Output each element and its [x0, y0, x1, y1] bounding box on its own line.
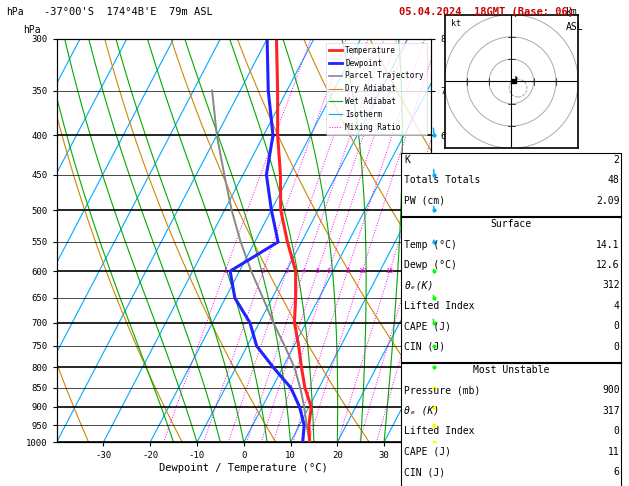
Text: 312: 312: [602, 280, 620, 291]
Text: θₑ(K): θₑ(K): [404, 280, 434, 291]
Text: kt: kt: [451, 19, 461, 28]
Text: km: km: [566, 7, 578, 17]
Text: -37°00'S  174°4B'E  79m ASL: -37°00'S 174°4B'E 79m ASL: [44, 7, 213, 17]
Text: 2.09: 2.09: [596, 196, 620, 206]
Text: Temp (°C): Temp (°C): [404, 240, 457, 250]
Text: 317: 317: [602, 406, 620, 416]
Text: 14.1: 14.1: [596, 240, 620, 250]
Text: 2: 2: [261, 268, 265, 274]
Text: ASL: ASL: [453, 47, 469, 56]
Text: 15: 15: [386, 268, 394, 274]
Text: PW (cm): PW (cm): [404, 196, 445, 206]
Text: CIN (J): CIN (J): [404, 342, 445, 352]
Text: hPa: hPa: [6, 7, 24, 17]
Text: Dewp (°C): Dewp (°C): [404, 260, 457, 270]
Text: 1: 1: [223, 268, 227, 274]
Text: K: K: [404, 155, 410, 165]
Text: 4: 4: [302, 268, 306, 274]
Text: 05.04.2024  18GMT (Base: 06): 05.04.2024 18GMT (Base: 06): [399, 7, 574, 17]
X-axis label: Dewpoint / Temperature (°C): Dewpoint / Temperature (°C): [159, 463, 328, 473]
Text: 0: 0: [614, 342, 620, 352]
Text: km: km: [455, 22, 466, 31]
Text: Most Unstable: Most Unstable: [473, 365, 550, 375]
Text: 5: 5: [315, 268, 320, 274]
Text: 3: 3: [284, 268, 289, 274]
Text: 20: 20: [406, 268, 415, 274]
Text: hPa: hPa: [23, 25, 40, 35]
Text: θₑ (K): θₑ (K): [404, 406, 440, 416]
Text: LCL: LCL: [438, 446, 454, 455]
Text: CIN (J): CIN (J): [404, 467, 445, 477]
Text: 0: 0: [614, 321, 620, 331]
Text: CAPE (J): CAPE (J): [404, 321, 452, 331]
Text: Pressure (mb): Pressure (mb): [404, 385, 481, 396]
Legend: Temperature, Dewpoint, Parcel Trajectory, Dry Adiabat, Wet Adiabat, Isotherm, Mi: Temperature, Dewpoint, Parcel Trajectory…: [325, 43, 427, 135]
Text: Lifted Index: Lifted Index: [404, 301, 475, 311]
Text: 4: 4: [614, 301, 620, 311]
Text: Surface: Surface: [491, 219, 532, 229]
Text: 8: 8: [345, 268, 350, 274]
Text: 25: 25: [422, 268, 430, 274]
Text: CAPE (J): CAPE (J): [404, 447, 452, 457]
Text: 10: 10: [358, 268, 367, 274]
Text: 12.6: 12.6: [596, 260, 620, 270]
Text: 900: 900: [602, 385, 620, 396]
Text: Totals Totals: Totals Totals: [404, 175, 481, 186]
Text: 6: 6: [614, 467, 620, 477]
Text: 11: 11: [608, 447, 620, 457]
Text: 48: 48: [608, 175, 620, 186]
Text: 6: 6: [327, 268, 331, 274]
Text: ASL: ASL: [566, 22, 584, 32]
Text: Mixing Ratio (g/kg): Mixing Ratio (g/kg): [509, 197, 518, 284]
Text: Lifted Index: Lifted Index: [404, 426, 475, 436]
Text: 2: 2: [614, 155, 620, 165]
Text: 0: 0: [614, 426, 620, 436]
